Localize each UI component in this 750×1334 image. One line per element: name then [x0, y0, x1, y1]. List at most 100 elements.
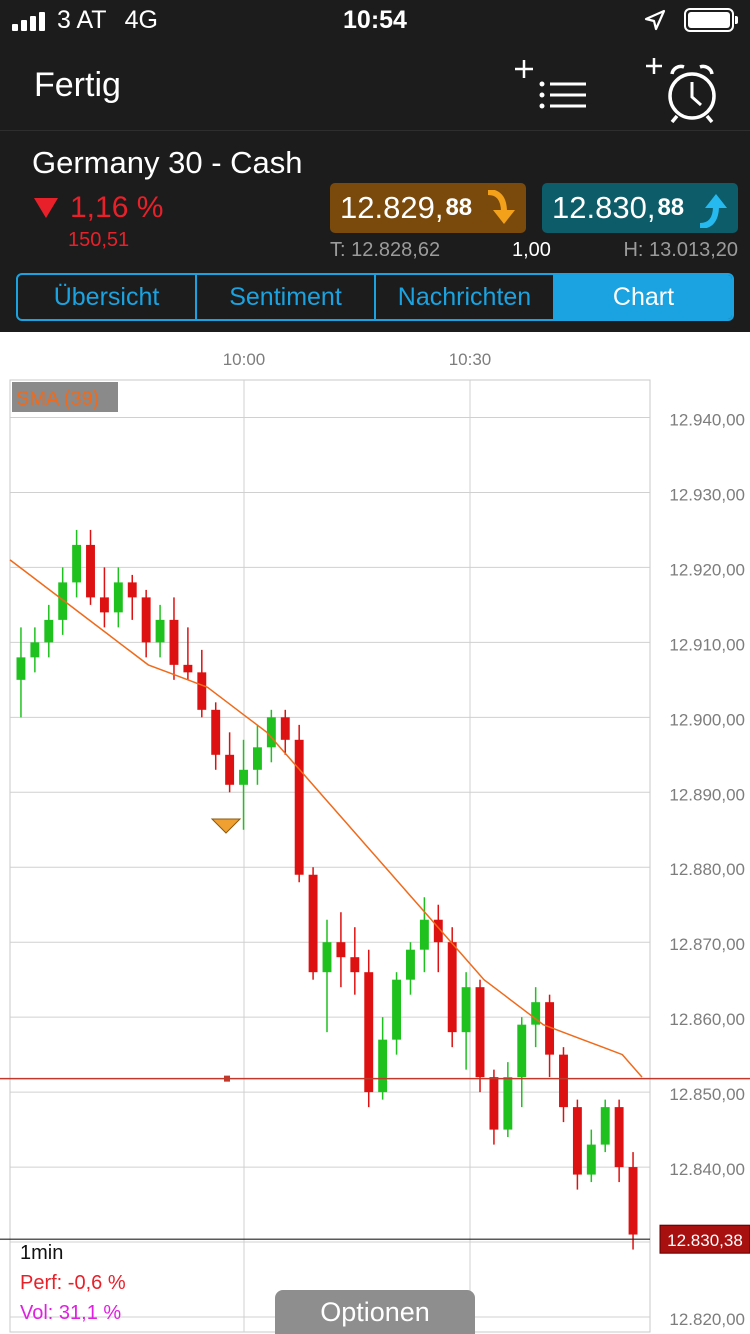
candle-body [266, 717, 276, 748]
sma-label-bg [12, 382, 118, 412]
arrow-down-icon [487, 190, 515, 224]
candle-body [559, 1054, 568, 1108]
candle-body [308, 874, 318, 973]
change-percent: 1,16 % [34, 191, 163, 225]
high-price: H: 13.013,20 [623, 239, 738, 261]
y-tick-label: 12.880,00 [669, 860, 745, 879]
candle-body [211, 709, 221, 755]
y-tick-label: 12.920,00 [669, 560, 745, 579]
candle-body [489, 1077, 499, 1130]
tab-chart[interactable]: Chart [555, 275, 732, 319]
y-tick-label: 12.860,00 [669, 1010, 745, 1029]
add-alarm-icon [646, 58, 716, 124]
candle-body [614, 1107, 624, 1168]
nav-bar: Fertig [0, 42, 750, 130]
tab-news[interactable]: Nachrichten [376, 275, 555, 319]
candle-body [600, 1107, 610, 1145]
instrument-header: Germany 30 - Cash 1,16 % 150,51 12.829, 8… [0, 130, 750, 332]
status-left: 3 AT 4G [12, 6, 158, 35]
y-tick-label: 12.940,00 [669, 410, 745, 429]
status-clock: 10:54 [343, 6, 407, 34]
tab-overview[interactable]: Übersicht [18, 275, 197, 319]
y-tick-label: 12.840,00 [669, 1160, 745, 1179]
candle-body [364, 972, 374, 1093]
signal-icon [12, 11, 45, 31]
y-tick-label: 12.910,00 [669, 635, 745, 654]
down-triangle-icon [34, 198, 58, 218]
candlestick-chart[interactable]: 12.940,00 12.930,00 12.920,00 12.910,00 12.9… [0, 332, 750, 1334]
candle-body [183, 664, 193, 673]
sell-price-button[interactable]: 12.829, 88 [330, 183, 526, 233]
candle-body [336, 942, 346, 958]
buy-price-button[interactable]: 12.830, 88 [542, 183, 738, 233]
candle-body [322, 942, 332, 973]
candle-body [169, 619, 179, 665]
low-price: T: 12.828,62 [330, 239, 441, 261]
options-label: Optionen [320, 1296, 430, 1327]
carrier-label: 3 AT [57, 6, 107, 34]
chart-area[interactable]: 12.940,00 12.930,00 12.920,00 12.910,00 12.9… [0, 332, 750, 1334]
candle-body [127, 582, 137, 598]
candle-body [58, 582, 68, 620]
candle-body [447, 942, 457, 1033]
x-tick-label: 10:30 [449, 350, 492, 369]
y-tick-label: 12.890,00 [669, 785, 745, 804]
candle-body [378, 1039, 388, 1093]
candle-body [280, 717, 290, 740]
y-tick-label: 12.820,00 [669, 1310, 745, 1329]
candle-body [252, 747, 262, 770]
order-marker [210, 818, 242, 834]
buy-price-main: 12.830, [552, 190, 656, 225]
status-bar: 3 AT 4G 10:54 [0, 0, 750, 42]
candle-body [545, 1002, 555, 1055]
candle-body [586, 1144, 596, 1175]
options-button[interactable]: Optionen [275, 1290, 475, 1334]
candle-body [475, 987, 485, 1078]
arrow-up-icon [699, 194, 727, 228]
tab-bar: Übersicht Sentiment Nachrichten Chart [16, 273, 734, 321]
candle-body [30, 642, 40, 658]
location-arrow-icon [644, 9, 666, 31]
add-alarm-button[interactable] [640, 54, 716, 124]
sma-label: SMA (39) [16, 388, 99, 410]
x-tick-label: 10:00 [223, 350, 266, 369]
reference-marker [224, 1075, 230, 1082]
lot-size: 1,00 [512, 239, 551, 261]
y-tick-label: 12.850,00 [669, 1085, 745, 1104]
candle-body [350, 957, 360, 973]
candle-body [99, 597, 109, 613]
current-price-badge [659, 1224, 750, 1254]
battery-icon [684, 8, 738, 32]
candle-body [461, 987, 471, 1033]
change-absolute: 150,51 [68, 229, 130, 251]
timeframe-label: 1min [20, 1242, 63, 1264]
tab-sentiment[interactable]: Sentiment [197, 275, 376, 319]
candle-body [86, 544, 95, 598]
candle-body [392, 979, 402, 1040]
y-tick-label: 12.870,00 [669, 935, 745, 954]
candle-body [141, 597, 151, 643]
candle-body [433, 919, 443, 943]
candle-body [113, 582, 123, 613]
status-right [644, 8, 738, 32]
y-tick-label: 12.900,00 [669, 710, 745, 729]
sma-line [9, 559, 643, 1078]
candle-body [155, 619, 165, 643]
candle-body [517, 1024, 527, 1078]
candle-body [239, 769, 248, 785]
add-to-list-icon [515, 60, 586, 109]
sell-price-small: 88 [445, 194, 473, 221]
add-to-watchlist-button[interactable] [510, 54, 586, 124]
candle-body [406, 949, 415, 980]
candle-body [44, 619, 54, 643]
candle-body [419, 919, 429, 950]
change-percent-value: 1,16 % [70, 191, 164, 224]
candle-body [197, 672, 207, 710]
network-label: 4G [124, 6, 158, 34]
sell-price-main: 12.829, [340, 190, 444, 225]
candle-body [72, 544, 82, 583]
done-button[interactable]: Fertig [34, 66, 121, 104]
candle-body [531, 1002, 541, 1025]
candle-body [572, 1107, 582, 1175]
candle-body [628, 1167, 638, 1235]
